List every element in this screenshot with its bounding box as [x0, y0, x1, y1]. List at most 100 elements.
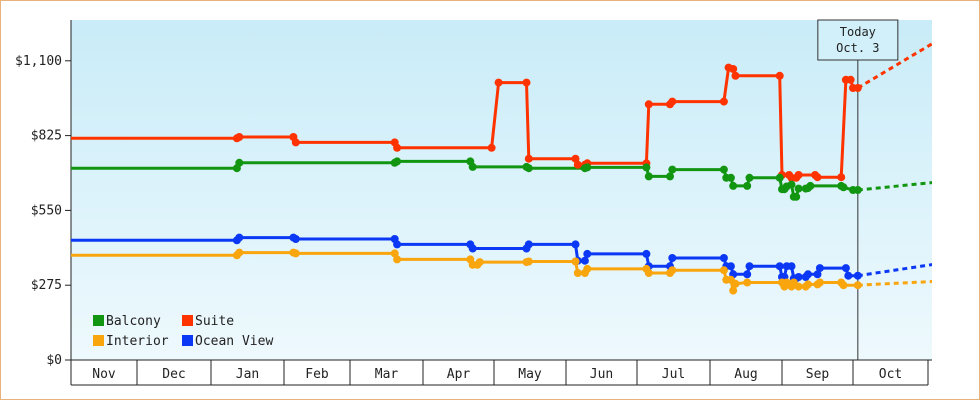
data-point-suite — [731, 71, 740, 80]
data-point-interior — [853, 281, 862, 290]
data-point-suite — [853, 84, 862, 92]
data-point-balcony — [853, 186, 862, 194]
legend-swatch-balcony — [93, 315, 104, 326]
data-point-suite — [719, 97, 728, 106]
data-point-balcony — [743, 181, 752, 190]
month-label-jun: Jun — [590, 367, 613, 382]
data-point-ocean-view — [235, 233, 244, 242]
data-point-interior — [235, 248, 244, 257]
series-forecast-ocean-view — [857, 263, 932, 278]
data-point-balcony — [794, 184, 803, 193]
data-point-ocean-view — [583, 249, 592, 258]
data-point-ocean-view — [775, 262, 784, 271]
data-point-interior — [573, 269, 582, 277]
data-point-interior — [291, 249, 300, 258]
data-point-balcony — [644, 172, 653, 181]
today-label: Today — [840, 25, 876, 39]
data-point-suite — [494, 78, 503, 87]
y-axis: $0 $275 $550 $825 $1,100 — [15, 20, 72, 368]
data-point-suite — [573, 160, 582, 169]
data-point-balcony — [524, 164, 533, 173]
data-point-interior — [571, 257, 580, 266]
month-label-aug: Aug — [734, 367, 757, 382]
data-point-balcony — [792, 192, 801, 201]
data-point-balcony — [745, 173, 754, 182]
data-point-ocean-view — [571, 240, 580, 249]
month-label-dec: Dec — [162, 367, 185, 382]
data-point-balcony — [726, 173, 735, 182]
data-point-suite — [291, 138, 300, 147]
data-point-ocean-view — [815, 264, 824, 273]
month-label-apr: Apr — [447, 367, 471, 382]
legend-label-suite: Suite — [195, 314, 234, 329]
data-point-ocean-view — [844, 271, 853, 280]
month-label-may: May — [518, 367, 542, 382]
data-point-suite — [846, 75, 855, 84]
y-tick-label: $0 — [46, 353, 62, 368]
month-label-mar: Mar — [375, 367, 399, 382]
data-point-interior — [475, 258, 484, 267]
y-tick-label: $1,100 — [15, 54, 62, 69]
data-point-ocean-view — [853, 271, 862, 280]
legend-label-interior: Interior — [106, 334, 169, 349]
legend-label-balcony: Balcony — [106, 314, 161, 329]
data-point-interior — [804, 280, 812, 289]
month-label-oct: Oct — [879, 367, 902, 382]
data-point-suite — [524, 154, 533, 163]
y-tick-label: $550 — [31, 203, 62, 218]
data-point-ocean-view — [745, 262, 754, 271]
data-point-ocean-view — [841, 264, 850, 273]
legend-swatch-ocean-view — [182, 335, 193, 346]
data-point-ocean-view — [524, 240, 533, 249]
data-point-suite — [837, 173, 846, 182]
data-point-interior — [393, 255, 402, 264]
series-forecast-interior — [857, 280, 932, 287]
data-point-interior — [743, 278, 752, 287]
data-point-ocean-view — [468, 244, 477, 253]
month-label-jul: Jul — [662, 367, 685, 382]
data-point-balcony — [642, 163, 651, 172]
legend: Balcony Suite Interior Ocean View — [93, 314, 273, 349]
legend-swatch-suite — [182, 315, 193, 326]
data-point-ocean-view — [804, 270, 812, 279]
today-box — [817, 19, 899, 61]
data-point-ocean-view — [291, 235, 300, 243]
data-point-suite — [729, 65, 738, 73]
data-point-suite — [794, 171, 803, 179]
series-forecast-balcony — [857, 181, 932, 192]
x-axis: Nov Dec Jan Feb Mar Apr May Jun Jul Aug Sep Oct — [70, 359, 932, 386]
month-label-feb: Feb — [305, 367, 329, 382]
month-label-sep: Sep — [806, 367, 830, 382]
data-point-ocean-view — [813, 270, 822, 279]
data-point-ocean-view — [743, 270, 752, 279]
data-point-balcony — [468, 162, 477, 171]
data-point-balcony — [787, 180, 796, 189]
series-forecast-suite — [857, 42, 932, 90]
data-point-interior — [729, 286, 738, 295]
data-point-interior — [644, 269, 653, 277]
data-point-ocean-view — [393, 240, 402, 249]
data-point-interior — [583, 264, 592, 273]
data-point-interior — [719, 266, 728, 275]
data-point-balcony — [839, 183, 848, 192]
data-point-interior — [815, 278, 824, 287]
data-point-ocean-view — [719, 254, 728, 262]
data-point-balcony — [729, 181, 738, 190]
month-label-jan: Jan — [236, 367, 259, 382]
legend-label-ocean-view: Ocean View — [195, 334, 273, 349]
data-point-interior — [839, 281, 848, 290]
data-point-interior — [731, 279, 740, 288]
data-point-interior — [524, 257, 533, 266]
data-point-balcony — [583, 163, 592, 172]
today-date-label: Oct. 3 — [836, 41, 879, 55]
data-point-ocean-view — [668, 254, 677, 262]
data-point-balcony — [806, 181, 815, 190]
data-point-suite — [813, 173, 822, 182]
data-point-suite — [522, 78, 531, 87]
data-point-suite — [487, 143, 496, 152]
data-point-balcony — [666, 172, 674, 181]
data-point-balcony — [775, 173, 784, 182]
data-point-ocean-view — [642, 249, 651, 258]
today-marker: Today Oct. 3 — [817, 19, 899, 360]
